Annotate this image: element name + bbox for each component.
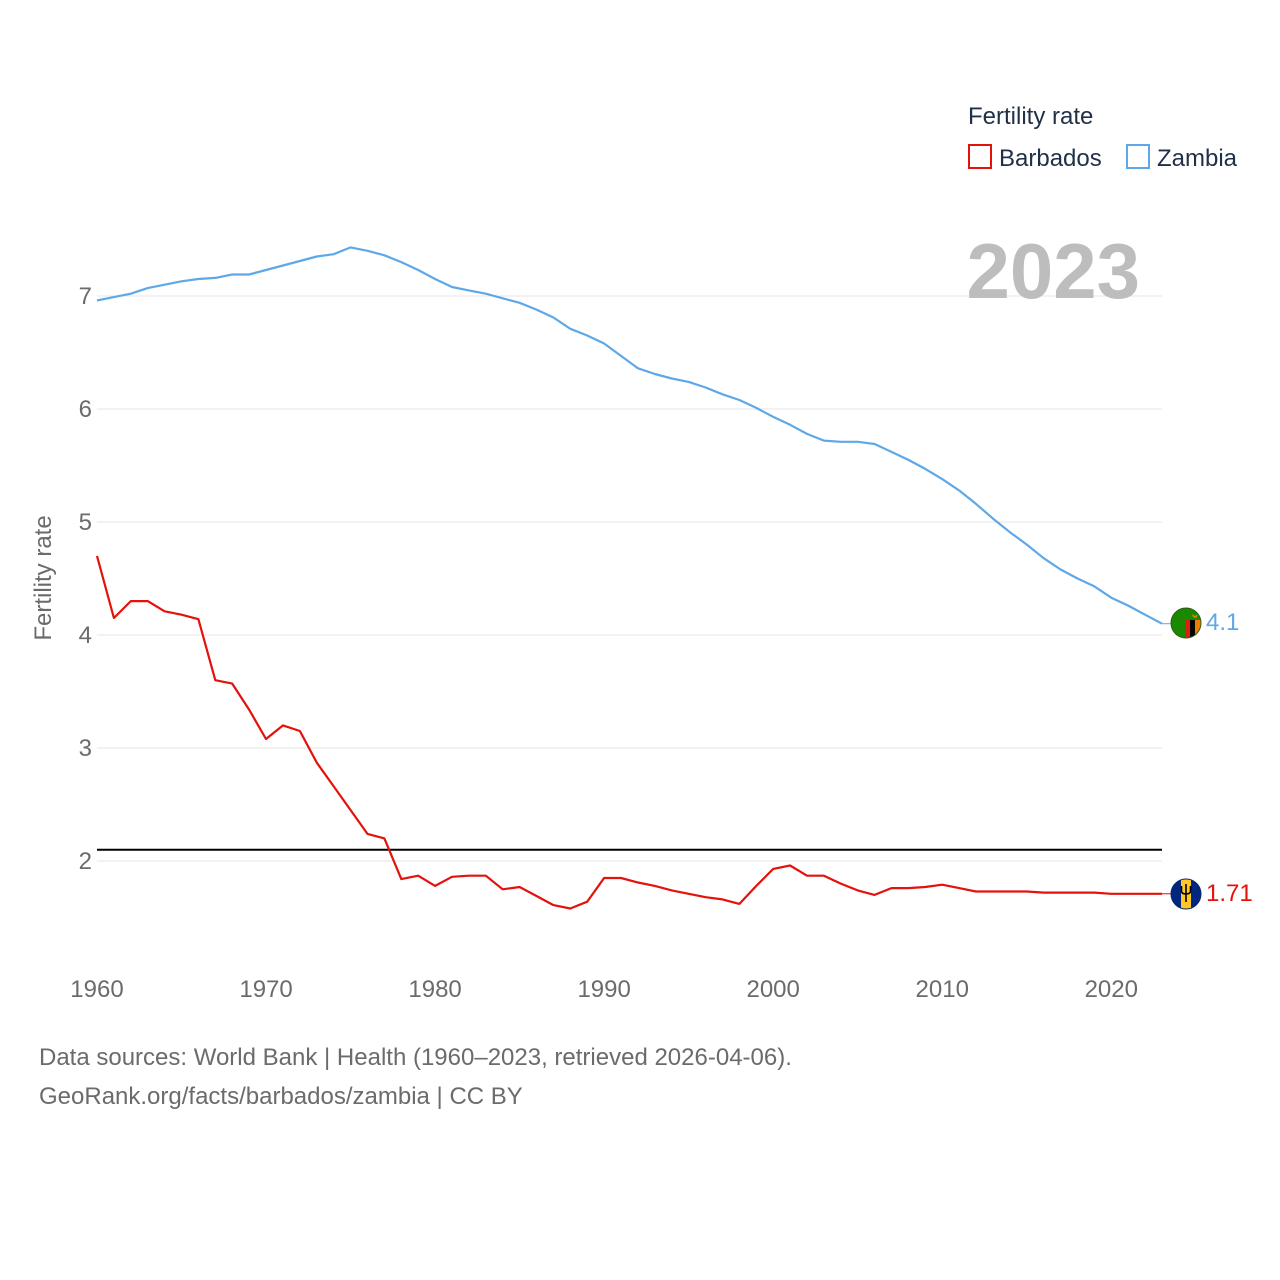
fertility-rate-chart: 2 3 4 5 6 7 1960 1970 1980 1990 2000 2010 2020 Fert… — [30, 103, 1253, 1003]
legend-label-barbados[interactable]: Barbados — [999, 145, 1102, 172]
x-tick-label: 1990 — [577, 976, 630, 1003]
y-tick-label: 4 — [79, 622, 92, 649]
y-tick-label: 5 — [79, 509, 92, 536]
x-tick-label: 2000 — [746, 976, 799, 1003]
y-tick-label: 3 — [79, 735, 92, 762]
y-tick-label: 6 — [79, 396, 92, 423]
x-tick-label: 1970 — [239, 976, 292, 1003]
zambia-end-label: 4.1 — [1206, 609, 1239, 636]
x-tick-label: 1980 — [408, 976, 461, 1003]
series-line-zambia[interactable] — [96, 246, 1163, 625]
y-axis-label: Fertility rate — [30, 515, 57, 640]
x-tick-label: 2010 — [916, 976, 969, 1003]
credit-link[interactable]: GeoRank.org/facts/barbados/zambia | CC B… — [39, 1083, 523, 1110]
year-watermark: 2023 — [966, 227, 1140, 315]
x-axis-ticks: 1960 1970 1980 1990 2000 2010 2020 — [70, 976, 1138, 1003]
legend: Fertility rate Barbados Zambia — [968, 103, 1238, 172]
legend-swatch-barbados[interactable] — [968, 144, 992, 169]
zambia-flag-icon — [1171, 608, 1201, 638]
x-tick-label: 2020 — [1085, 976, 1138, 1003]
data-source-note: Data sources: World Bank | Health (1960–… — [39, 1044, 792, 1071]
y-axis-ticks: 2 3 4 5 6 7 — [79, 283, 92, 875]
legend-title: Fertility rate — [968, 103, 1093, 130]
y-tick-label: 7 — [79, 283, 92, 310]
barbados-end-label: 1.71 — [1206, 880, 1253, 907]
legend-label-zambia[interactable]: Zambia — [1157, 145, 1238, 172]
y-tick-label: 2 — [79, 848, 92, 875]
x-tick-label: 1960 — [70, 976, 123, 1003]
barbados-flag-icon — [1171, 879, 1201, 909]
legend-swatch-zambia[interactable] — [1126, 144, 1150, 169]
grid-lines — [97, 295, 1162, 862]
series-line-barbados[interactable] — [95, 555, 1162, 910]
